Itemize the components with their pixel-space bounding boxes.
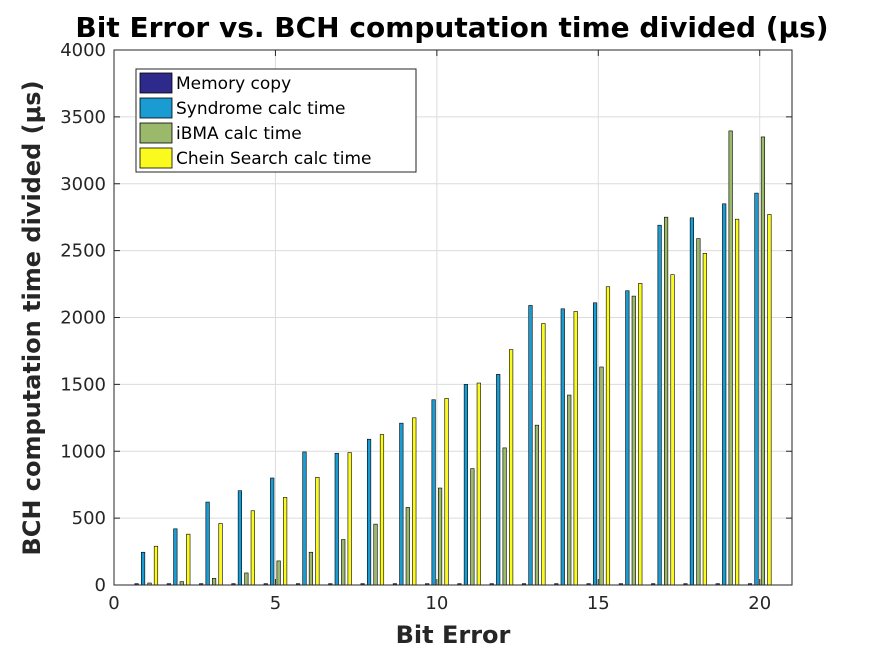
bar: [438, 487, 443, 586]
legend-label: Chein Search calc time: [176, 149, 371, 169]
bar: [140, 551, 146, 586]
bar: [412, 417, 417, 586]
y-tick-label: 3000: [60, 174, 106, 195]
bar: [186, 533, 191, 586]
legend-swatch: [139, 122, 173, 144]
y-tick-label: 3500: [60, 107, 106, 128]
bar: [366, 438, 372, 586]
bar: [212, 578, 217, 586]
bar: [567, 394, 572, 586]
bar: [334, 452, 339, 586]
bar: [431, 399, 436, 586]
bar: [379, 434, 385, 586]
bar: [244, 572, 249, 586]
legend-box: [135, 68, 417, 173]
bar: [560, 308, 565, 586]
bar: [534, 424, 540, 586]
bar: [237, 490, 242, 586]
bar: [502, 447, 507, 586]
bar: [605, 286, 611, 586]
bar: [592, 302, 598, 586]
bar: [767, 214, 772, 586]
legend-label: Syndrome calc time: [176, 99, 346, 119]
bar: [728, 130, 733, 586]
legend-swatch: [139, 97, 173, 119]
y-tick-label: 500: [72, 508, 106, 529]
bar: [664, 216, 669, 586]
y-tick-label: 2000: [60, 308, 106, 329]
y-tick-label: 0: [95, 575, 106, 596]
x-tick-label: 15: [587, 593, 610, 614]
bar: [722, 203, 727, 586]
bar: [315, 477, 320, 586]
x-tick-label: 20: [748, 593, 771, 614]
x-axis-title: Bit Error: [396, 621, 511, 649]
y-axis-title: BCH computation time divided (μs): [18, 80, 46, 555]
bar: [657, 224, 662, 586]
bar: [153, 545, 159, 586]
bar: [476, 382, 481, 586]
bar: [599, 366, 604, 586]
bar: [399, 422, 404, 586]
y-tick-label: 1500: [60, 374, 106, 395]
plot-frame: [113, 49, 793, 586]
bar: [283, 497, 288, 586]
bar: [735, 218, 740, 586]
y-tick-label: 4000: [60, 40, 106, 61]
legend-label: iBMA calc time: [176, 124, 302, 144]
bar: [373, 523, 378, 586]
bar: [270, 477, 275, 586]
bar: [696, 238, 701, 586]
bar: [405, 507, 410, 586]
y-tick-label: 2500: [60, 241, 106, 262]
legend-swatch: [139, 72, 173, 94]
legend-swatch: [139, 147, 173, 169]
bar: [573, 311, 578, 586]
legend: Memory copy Syndrome calc time iBMA calc t…: [135, 68, 417, 173]
bar: [638, 283, 643, 586]
bar: [528, 305, 533, 586]
x-tick-label: 10: [425, 593, 448, 614]
bar: [173, 528, 178, 586]
bar: [205, 501, 210, 586]
bar: [308, 551, 314, 586]
bar: [463, 384, 468, 586]
bar: [218, 523, 223, 586]
axis-ticks: 0 500 1000 1500 2000 2500 3000 3500 4000 0 5 10 15 20: [60, 40, 792, 614]
bar: [444, 398, 449, 586]
bar: [760, 136, 766, 586]
bar: [541, 323, 546, 586]
y-tick-label: 1000: [60, 441, 106, 462]
bar: [670, 274, 675, 586]
bar: [302, 451, 307, 586]
bar: [347, 452, 352, 586]
bar: [689, 217, 694, 586]
bar: [631, 295, 636, 586]
bar: [702, 253, 707, 586]
bar: [341, 539, 346, 586]
bar: [276, 560, 281, 586]
bar: [625, 290, 630, 586]
bar: [496, 374, 501, 586]
x-tick-label: 0: [108, 593, 119, 614]
bar: [179, 581, 184, 586]
bar: [470, 468, 475, 586]
bar: [509, 349, 514, 586]
legend-label: Memory copy: [176, 74, 291, 94]
bar: [754, 192, 759, 586]
chart-title: Bit Error vs. BCH computation time divid…: [75, 11, 828, 44]
x-tick-label: 5: [270, 593, 281, 614]
bar: [250, 510, 255, 586]
